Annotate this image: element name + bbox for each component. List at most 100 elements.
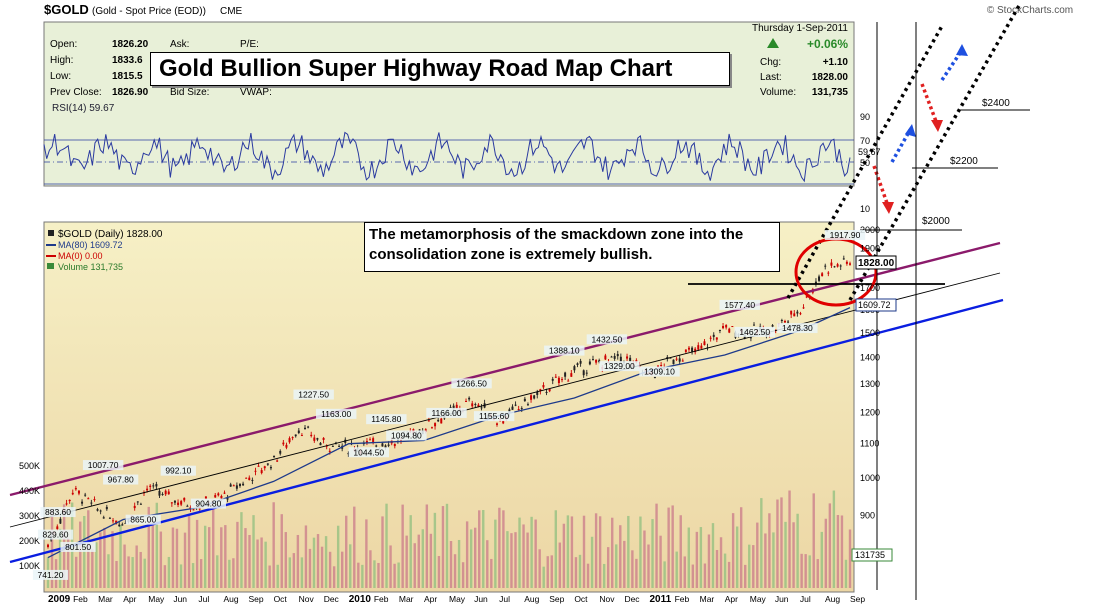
rsi-tick-10: 10 — [860, 204, 870, 214]
volume-bar — [445, 503, 449, 588]
candle-body — [257, 465, 260, 467]
volume-bar — [437, 556, 441, 588]
arrow-up-1-head — [956, 44, 968, 56]
volume-bar — [784, 521, 787, 588]
candle-body — [700, 345, 703, 349]
quote-panel — [43, 21, 855, 187]
price-label-box — [599, 361, 640, 372]
price-label: 1309.10 — [644, 367, 675, 377]
candle-body — [170, 502, 173, 504]
legend-swatch-main — [48, 230, 54, 236]
price-label: 1432.50 — [592, 334, 623, 344]
candle-body — [316, 438, 319, 440]
volume-bar — [260, 537, 263, 588]
candle-body — [328, 450, 331, 452]
y-tick-label: 1700 — [860, 283, 880, 293]
volume-bar — [316, 534, 320, 588]
candle-body — [827, 272, 830, 274]
candle-body — [375, 445, 378, 447]
volume-bar — [433, 512, 437, 588]
volume-bar — [752, 545, 755, 588]
candle-body — [672, 359, 675, 365]
candle-body — [796, 311, 799, 314]
candle-body — [805, 296, 808, 298]
candle-body — [68, 499, 71, 502]
volume-bar — [99, 532, 102, 588]
candle-body — [325, 445, 328, 447]
candle-body — [291, 437, 294, 439]
high-label: High: — [50, 55, 73, 66]
candle-body — [47, 544, 49, 548]
x-tick-label: Oct — [274, 594, 288, 604]
volume-bar — [353, 506, 356, 588]
candle-body — [251, 479, 254, 481]
candle-body — [585, 372, 588, 374]
volume-bar — [594, 513, 598, 588]
price-label-box — [348, 447, 389, 458]
x-tick-label: Dec — [624, 594, 640, 604]
candle-body — [526, 404, 529, 406]
volume-bar — [216, 555, 219, 588]
volume-bar — [482, 510, 485, 588]
prev-close-label: Prev Close: — [50, 87, 102, 98]
volume-bar — [107, 554, 110, 588]
volume-bar — [79, 521, 82, 588]
price-labels-layer: 741.20 829.60 801.50 883.60 1007.70 967.80 865… — [32, 229, 866, 580]
up-triangle-icon — [767, 38, 779, 48]
prev-close-value: 1826.90 — [112, 87, 149, 98]
candle-body — [833, 266, 836, 268]
candle-body — [564, 372, 567, 377]
candle-body — [728, 328, 731, 333]
projection-line-2 — [848, 3, 1022, 301]
candle-body — [520, 408, 523, 410]
y-tick-label: 2000 — [860, 225, 880, 235]
candle-body — [136, 501, 139, 503]
price-label: 1329.00 — [604, 361, 635, 371]
candle-body — [56, 526, 59, 530]
volume-bar — [494, 519, 497, 588]
volume-label: Volume: — [760, 87, 796, 98]
volume-bar — [768, 513, 771, 588]
candle-body — [753, 324, 756, 326]
volume-bar — [167, 556, 171, 588]
x-tick-label: May — [750, 594, 767, 604]
volume-bar — [304, 525, 308, 588]
x-tick-label: Jun — [173, 594, 187, 604]
candle-body — [533, 395, 536, 399]
candle-body — [542, 385, 545, 388]
candle-body — [818, 276, 821, 281]
volume-bar — [643, 530, 646, 588]
volume-bar — [522, 524, 525, 588]
volume-bar — [772, 532, 775, 588]
arrow-down-1 — [920, 83, 939, 125]
volume-bar — [381, 516, 384, 588]
candle-body — [273, 455, 276, 458]
candle-body — [124, 522, 127, 524]
target-2000-label: $2000 — [922, 216, 950, 227]
candle-body — [517, 409, 520, 411]
volume-bar — [421, 529, 425, 588]
volume-bar — [723, 553, 727, 588]
candle-body — [214, 495, 217, 498]
volume-bar — [341, 551, 344, 588]
volume-bar — [611, 517, 614, 588]
candle-body — [799, 313, 802, 315]
volume-bar — [832, 490, 836, 588]
volume-bar — [788, 490, 791, 588]
volume-bar — [103, 527, 106, 588]
price-label: 1388.10 — [549, 346, 580, 356]
volume-bar — [731, 513, 735, 588]
candle-body — [198, 508, 201, 510]
y-tick-label: 1500 — [860, 328, 880, 338]
price-label-box — [824, 229, 866, 240]
volume-bar — [357, 562, 360, 588]
volume-bar — [224, 525, 227, 588]
volume-bar — [139, 551, 142, 588]
price-label-box — [639, 366, 680, 377]
candle-body — [418, 429, 421, 431]
candle-body — [783, 320, 786, 323]
volume-bar — [300, 557, 304, 588]
volume-bar — [66, 537, 70, 588]
candle-body — [121, 524, 124, 526]
volume-bar — [756, 522, 759, 588]
